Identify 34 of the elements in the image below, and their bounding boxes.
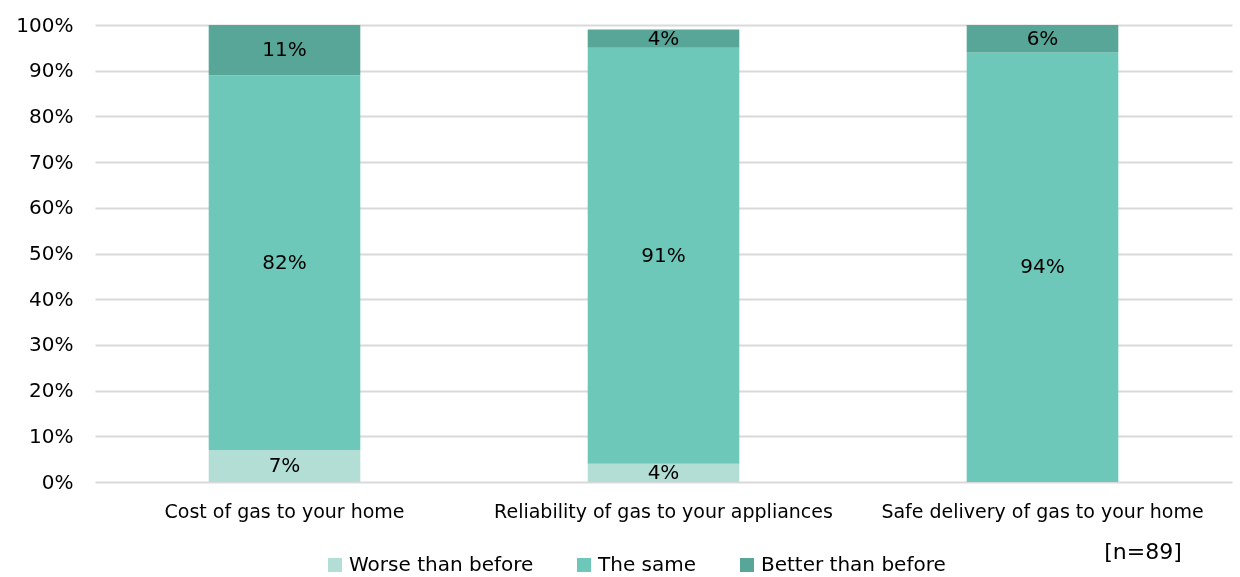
bar [587,47,740,464]
bar [966,52,1119,482]
data-label: 11% [262,37,307,62]
data-label: 6% [1026,25,1059,50]
bar [966,25,1119,53]
y-tick-label: 60% [29,195,74,220]
bar [587,463,740,482]
legend-label: The same [597,552,697,576]
y-tick-label: 20% [29,378,74,403]
data-label: 91% [641,242,686,267]
data-label: 4% [647,459,680,484]
x-tick-label: Cost of gas to your home [164,499,405,522]
bar [208,75,361,451]
data-label: 7% [268,453,301,478]
data-label: 94% [1020,254,1065,279]
y-tick-label: 50% [29,241,74,265]
y-tick-label: 80% [29,103,74,128]
data-label: 4% [647,25,680,50]
legend-label: Better than before [761,552,946,576]
y-tick-label: 90% [29,58,74,83]
y-tick-label: 100% [16,12,74,37]
bar [208,450,361,482]
legend-label: Worse than before [349,552,534,576]
x-tick-label: Reliability of gas to your appliances [494,499,833,522]
y-tick-label: 10% [29,423,74,448]
text: [n=89] [1104,539,1182,564]
bar [208,25,361,76]
y-tick-label: 70% [29,149,74,174]
data-label: 82% [262,249,307,274]
x-tick-label: Safe delivery of gas to your home [881,499,1204,522]
y-tick-label: 30% [29,332,74,357]
bar [587,29,740,48]
y-tick-label: 40% [29,286,74,311]
y-tick-label: 0% [41,469,74,494]
